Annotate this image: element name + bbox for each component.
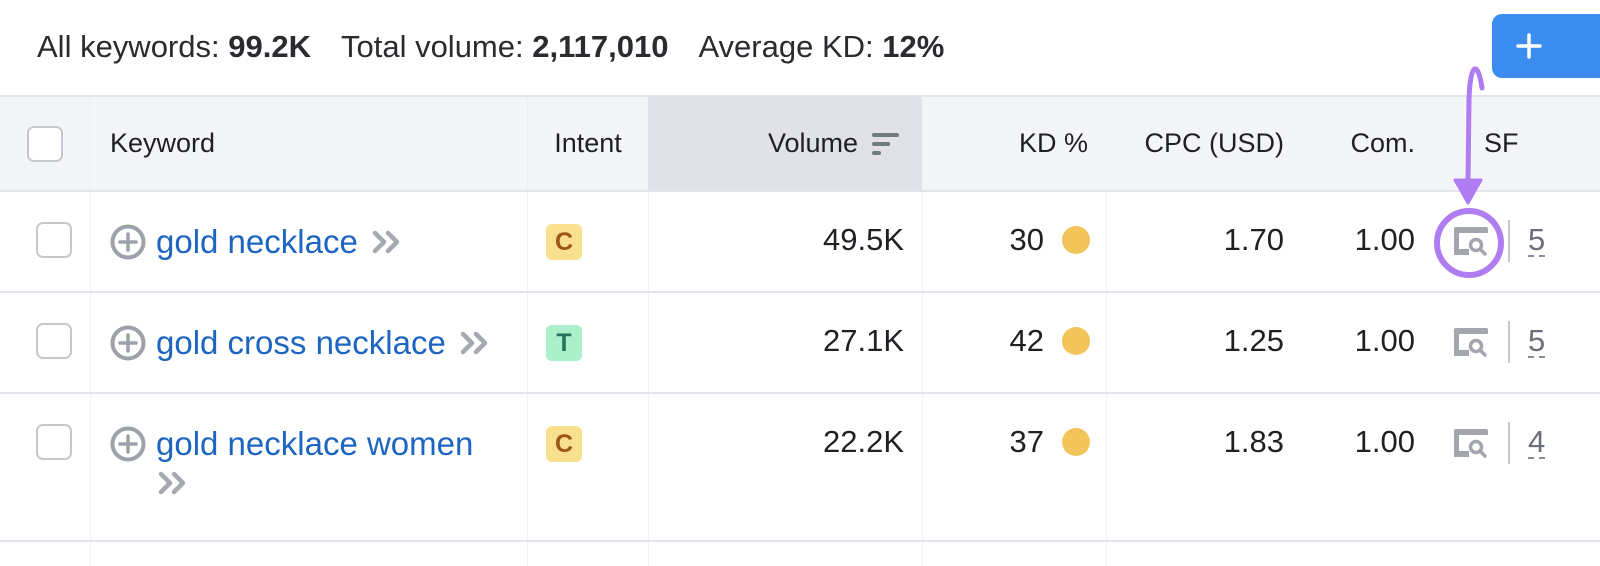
intent-cell: C xyxy=(546,224,582,260)
keyword-cell: gold cross necklace xyxy=(110,319,510,367)
all-keywords-value: 99.2K xyxy=(228,29,311,64)
double-chevron-right-icon[interactable] xyxy=(156,468,190,498)
double-chevron-right-icon[interactable] xyxy=(458,328,492,358)
average-kd-stat: Average KD: 12% xyxy=(698,29,944,65)
add-keyword-plus-circle-icon[interactable] xyxy=(110,426,146,462)
cpc-cell: 1.83 xyxy=(1223,424,1284,459)
intent-badge-commercial[interactable]: C xyxy=(546,224,582,260)
sf-divider xyxy=(1508,321,1510,363)
row-select-cell xyxy=(36,222,72,258)
add-keyword-plus-circle-icon[interactable] xyxy=(110,224,146,260)
intent-cell: T xyxy=(546,325,582,361)
serp-preview-icon[interactable] xyxy=(1452,225,1490,257)
sf-count[interactable]: 5 xyxy=(1528,222,1546,257)
cpc-cell: 1.25 xyxy=(1223,323,1284,358)
table-row: gold necklace C 49.5K 30 1.70 1.00 5 xyxy=(0,192,1600,293)
table-row: gold necklace women C 22.2K 37 1.83 1.00… xyxy=(0,394,1600,542)
intent-badge-transactional[interactable]: T xyxy=(546,325,582,361)
serp-preview-icon[interactable] xyxy=(1452,326,1490,358)
header-keyword[interactable]: Keyword xyxy=(110,128,216,158)
header-volume[interactable]: Volume xyxy=(648,97,922,190)
keyword-link[interactable]: gold necklace xyxy=(156,223,358,260)
header-intent[interactable]: Intent xyxy=(527,97,648,190)
row-select-cell xyxy=(36,323,72,359)
plus-icon xyxy=(1516,33,1542,59)
kd-difficulty-dot xyxy=(1062,327,1090,355)
sf-cell: 5 xyxy=(1452,220,1546,262)
table-header: Keyword Intent Volume KD % CPC (USD) Com… xyxy=(0,95,1600,192)
volume-cell: 22.2K xyxy=(822,424,904,459)
header-cpc[interactable]: CPC (USD) xyxy=(1144,128,1285,158)
intent-badge-commercial[interactable]: C xyxy=(546,426,582,462)
sf-cell: 5 xyxy=(1452,321,1546,363)
table-row: gold cross necklace T 27.1K 42 1.25 1.00… xyxy=(0,293,1600,394)
header-volume-label: Volume xyxy=(767,128,858,158)
total-volume-value: 2,117,010 xyxy=(532,29,669,64)
add-keyword-plus-circle-icon[interactable] xyxy=(110,325,146,361)
volume-cell: 49.5K xyxy=(822,222,904,257)
kd-cell: 37 xyxy=(922,424,1090,460)
all-keywords-label: All keywords: xyxy=(37,29,220,64)
average-kd-label: Average KD: xyxy=(698,29,874,64)
sf-count[interactable]: 4 xyxy=(1528,424,1546,459)
kd-value: 42 xyxy=(1009,323,1044,358)
keywords-summary: All keywords: 99.2K Total volume: 2,117,… xyxy=(37,26,944,68)
all-keywords-stat: All keywords: 99.2K xyxy=(37,29,311,65)
sort-descending-icon xyxy=(872,132,899,155)
header-select-cell xyxy=(0,97,90,190)
total-volume-stat: Total volume: 2,117,010 xyxy=(341,29,668,65)
sf-divider xyxy=(1508,220,1510,262)
header-com[interactable]: Com. xyxy=(1350,128,1415,158)
sf-cell: 4 xyxy=(1452,422,1546,464)
com-cell: 1.00 xyxy=(1354,424,1415,459)
keyword-cell: gold necklace women xyxy=(110,420,500,498)
select-all-checkbox[interactable] xyxy=(26,125,63,162)
total-volume-label: Total volume: xyxy=(340,29,524,64)
com-cell: 1.00 xyxy=(1354,222,1415,257)
com-cell: 1.00 xyxy=(1354,323,1415,358)
sf-divider xyxy=(1508,422,1510,464)
kd-value: 37 xyxy=(1009,424,1044,459)
table-row xyxy=(0,542,1600,566)
cpc-cell: 1.70 xyxy=(1223,222,1284,257)
row-checkbox[interactable] xyxy=(36,323,72,359)
volume-cell: 27.1K xyxy=(822,323,904,358)
header-kd[interactable]: KD % xyxy=(1018,128,1088,158)
keywords-table: Keyword Intent Volume KD % CPC (USD) Com… xyxy=(0,95,1600,566)
kd-cell: 30 xyxy=(922,222,1090,258)
double-chevron-right-icon[interactable] xyxy=(370,227,404,257)
kd-difficulty-dot xyxy=(1062,226,1090,254)
keyword-link[interactable]: gold necklace women xyxy=(156,425,474,462)
kd-cell: 42 xyxy=(922,323,1090,359)
keyword-cell: gold necklace xyxy=(110,218,510,266)
row-checkbox[interactable] xyxy=(36,424,72,460)
header-sf[interactable]: SF xyxy=(1484,128,1519,158)
row-select-cell xyxy=(36,424,72,460)
average-kd-value: 12% xyxy=(882,29,945,64)
sf-count[interactable]: 5 xyxy=(1528,323,1546,358)
keyword-link[interactable]: gold cross necklace xyxy=(156,324,446,361)
add-to-list-button[interactable] xyxy=(1492,14,1600,78)
row-checkbox[interactable] xyxy=(36,222,72,258)
kd-value: 30 xyxy=(1009,222,1044,257)
serp-preview-icon[interactable] xyxy=(1452,427,1490,459)
intent-cell: C xyxy=(546,426,582,462)
kd-difficulty-dot xyxy=(1062,428,1090,456)
